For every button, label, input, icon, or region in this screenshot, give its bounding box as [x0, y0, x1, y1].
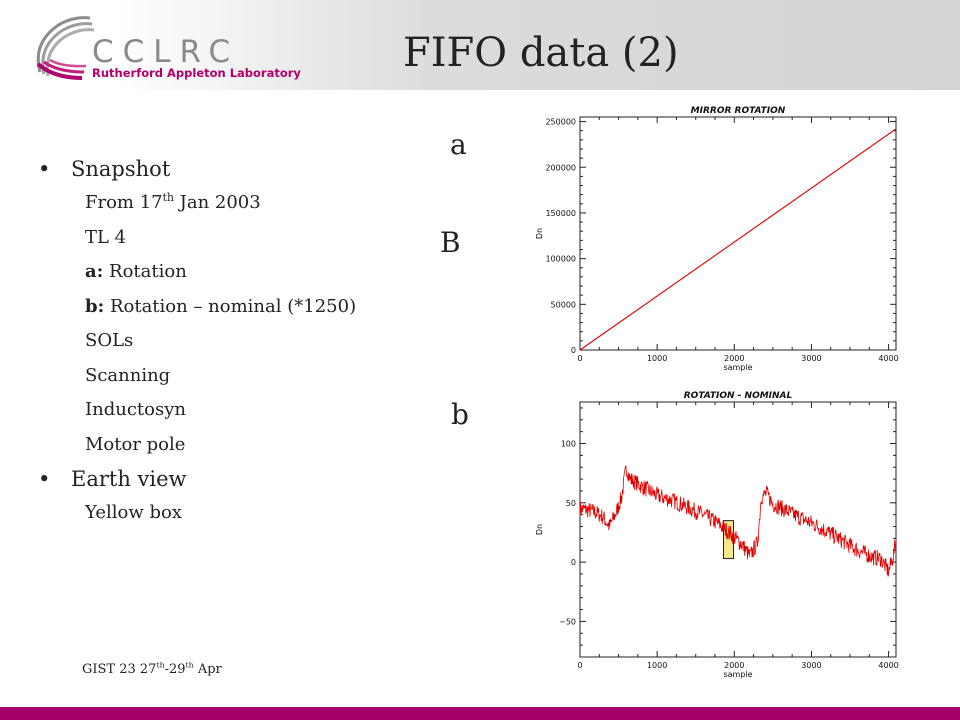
x-tick-label: 0	[577, 354, 582, 363]
yellow-highlight-box	[722, 520, 735, 560]
bullet-earth-view: • Earth view	[38, 467, 187, 491]
bullet-outline: • Snapshot From 17th Jan 2003 TL 4 a: Rot…	[38, 152, 356, 531]
x-tick-label: 3000	[801, 354, 821, 363]
sub-inductosyn: Inductosyn	[85, 399, 186, 420]
footer-post: Apr	[193, 662, 222, 677]
a-text: Rotation	[103, 261, 187, 282]
sub-yellow-box: Yellow box	[85, 502, 182, 523]
sub-sols: SOLs	[85, 330, 134, 351]
b-key: b:	[85, 295, 105, 317]
y-tick-label: 250000	[545, 118, 576, 127]
x-tick-label: 2000	[724, 354, 744, 363]
sub-from-date: From 17th Jan 2003	[38, 186, 356, 221]
x-tick-label: 0	[577, 661, 582, 670]
chart-mirror-rotation: MIRROR ROTATION 0 1000 2000 3000 4000 0 50000 10…	[518, 100, 908, 394]
cclrc-logo	[30, 12, 280, 84]
sub-scanning: Scanning	[85, 364, 171, 386]
plot-frame	[579, 116, 897, 351]
y-tick-label: 50000	[551, 300, 576, 309]
x-tick-label: 4000	[878, 354, 898, 363]
x-tick-label: 1000	[647, 354, 667, 363]
y-tick-label: 0	[571, 558, 576, 567]
x-tick-label: 3000	[801, 661, 821, 670]
sub-a-rotation: a: Rotation	[38, 255, 356, 290]
chart-title: MIRROR ROTATION	[691, 106, 786, 116]
y-axis-label: Dn	[535, 524, 544, 535]
panel-label-a: a	[450, 128, 467, 161]
swoosh-logo-icon	[36, 16, 95, 80]
y-tick-label: 200000	[545, 163, 576, 172]
y-axis-label: Dn	[535, 228, 544, 239]
x-tick-label: 2000	[724, 661, 744, 670]
panel-label-B: B	[440, 226, 461, 259]
b-text: Rotation – nominal (*1250)	[104, 295, 357, 317]
bullet-earth-label: Earth view	[71, 467, 187, 491]
footer-mid: -29	[164, 662, 186, 677]
bullet-snapshot-label: Snapshot	[71, 157, 171, 181]
from-date-pre: From 17	[85, 192, 163, 213]
logo-org-name: CCLRC	[92, 34, 240, 70]
x-tick-label: 4000	[878, 661, 898, 670]
footer-sup2: th	[185, 660, 194, 670]
x-tick-label: 1000	[647, 661, 667, 670]
y-tick-label: −50	[559, 617, 576, 626]
y-tick-label: 100000	[545, 255, 576, 264]
panel-label-b: b	[451, 398, 469, 431]
y-tick-label: 100	[561, 440, 576, 449]
x-axis-label: sample	[723, 363, 752, 372]
bottom-brand-bar	[0, 707, 960, 720]
slide-title: FIFO data (2)	[403, 30, 679, 76]
sub-b-rotation: b: Rotation – nominal (*1250)	[38, 290, 356, 325]
from-date-post: Jan 2003	[173, 192, 261, 213]
chart-rotation-nominal-svg: ROTATION - NOMINAL 0 1000 2000 3000 4000 −50 0 5…	[535, 391, 899, 679]
a-key: a:	[85, 261, 104, 282]
plot-frame	[579, 401, 897, 658]
x-axis-label: sample	[723, 670, 752, 679]
chart-title: ROTATION - NOMINAL	[684, 391, 793, 401]
y-tick-label: 0	[571, 346, 576, 355]
y-tick-label: 50	[566, 499, 576, 508]
logo-subtitle: Rutherford Appleton Laboratory	[92, 66, 301, 80]
sub-motor-pole: Motor pole	[85, 433, 186, 455]
footer-sup1: th	[156, 660, 165, 670]
header-band	[0, 0, 960, 90]
chart-rotation-nominal: ROTATION - NOMINAL 0 1000 2000 3000 4000 −50 0 5…	[518, 385, 908, 689]
series-line	[579, 464, 897, 577]
sub-tl: TL 4	[85, 226, 127, 248]
series-line	[579, 128, 897, 351]
chart-mirror-rotation-svg: MIRROR ROTATION 0 1000 2000 3000 4000 0 50000 10…	[535, 106, 899, 372]
footer-pre: GIST 23 27	[82, 662, 157, 677]
y-tick-label: 150000	[545, 209, 576, 218]
bullet-snapshot: • Snapshot	[38, 157, 171, 181]
from-date-sup: th	[162, 191, 174, 204]
footer-text: GIST 23 27th-29th Apr	[82, 660, 222, 677]
